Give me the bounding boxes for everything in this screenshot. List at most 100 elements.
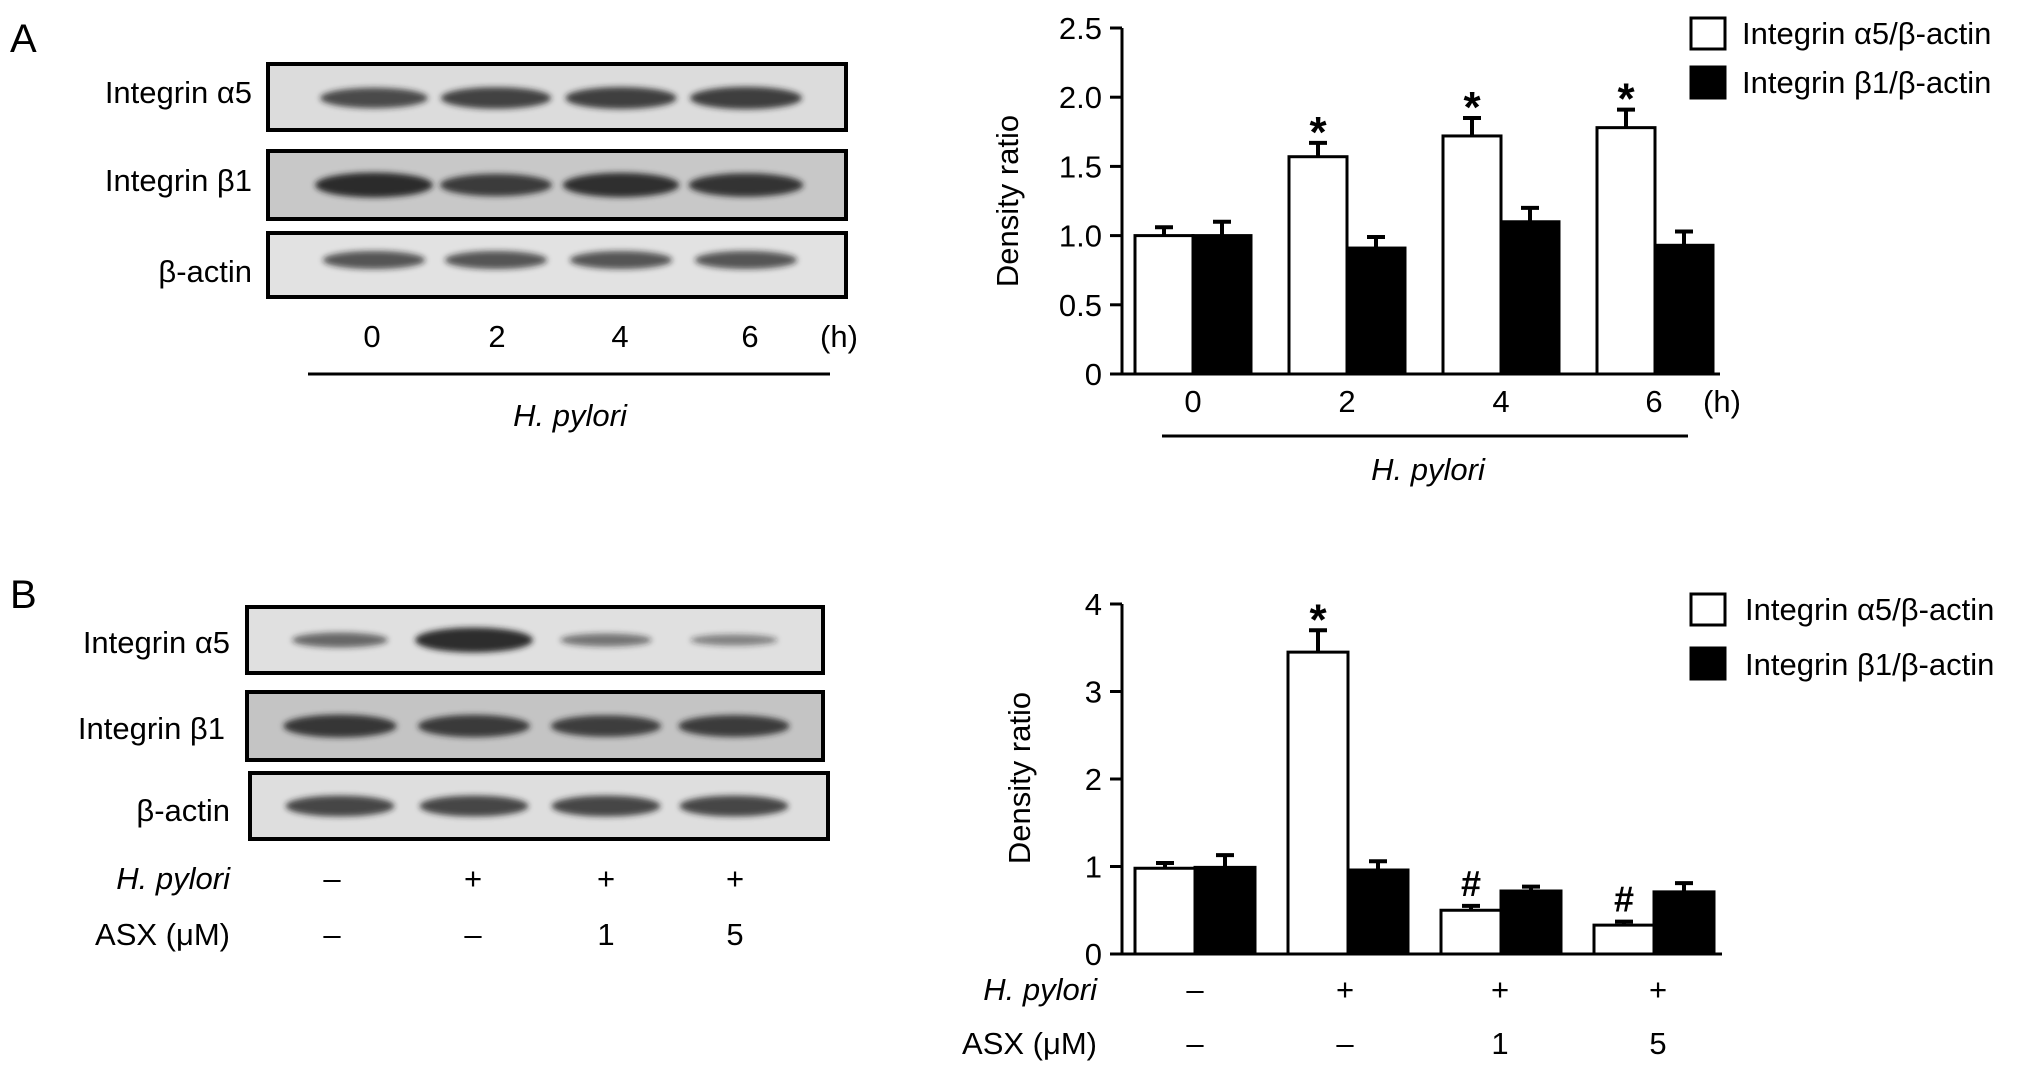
chart-a-unit-label: (h) — [1703, 384, 1741, 419]
blot-a-lane-label: 4 — [611, 319, 628, 354]
panel-a-western-blot: Integrin α5 Integrin β1 β-actin 0 2 4 6 … — [105, 62, 858, 433]
bar — [1345, 246, 1407, 376]
bar — [1652, 890, 1716, 956]
blot-band — [565, 87, 677, 109]
chart-a-category-label: 4 — [1492, 384, 1509, 419]
blot-a-lane-label: 0 — [363, 319, 380, 354]
blot-b-condition-value: 1 — [597, 917, 614, 952]
blot-band — [417, 714, 531, 738]
chart-b-ticks: 0 1 2 3 4 — [1085, 587, 1122, 972]
chart-a-y-axis-title: Density ratio — [990, 115, 1025, 287]
blot-band — [560, 633, 652, 647]
chart-a-ticks: 0 0.5 1.0 1.5 2.0 2.5 — [1059, 11, 1122, 392]
blot-band — [678, 715, 790, 737]
y-tick-label: 2.5 — [1059, 11, 1102, 46]
blot-band — [320, 87, 428, 109]
blot-b-condition-value: + — [726, 861, 744, 896]
chart-a-category-label: 0 — [1184, 384, 1201, 419]
blot-a-group-label: H. pylori — [513, 398, 628, 433]
blot-band — [689, 86, 803, 110]
blot-b-condition-value: + — [464, 861, 482, 896]
blot-band — [679, 795, 789, 817]
bar — [1499, 889, 1563, 956]
panel-b-western-blot: Integrin α5 Integrin β1 β-actin H. pylor… — [78, 605, 830, 952]
blot-b-condition-value: – — [323, 917, 341, 952]
legend-label-alpha5: Integrin α5/β-actin — [1745, 592, 1994, 627]
panel-b-letter: B — [10, 573, 37, 617]
blot-a-lane-label: 6 — [741, 319, 758, 354]
y-tick-label: 1.5 — [1059, 149, 1102, 184]
blot-band — [550, 715, 662, 737]
bar — [1595, 126, 1657, 376]
chart-b-condition-value: – — [1186, 1026, 1204, 1061]
chart-b-condition-label: ASX (μM) — [962, 1026, 1097, 1061]
blot-a-row-label: Integrin β1 — [105, 163, 252, 198]
chart-a-category-label: 6 — [1645, 384, 1662, 419]
legend-swatch-alpha5 — [1689, 16, 1727, 51]
bar — [1653, 243, 1715, 376]
blot-band — [439, 173, 553, 197]
chart-a-category-label: 2 — [1338, 384, 1355, 419]
blot-band — [322, 251, 426, 269]
blot-b-condition-values: – + + + – – 1 5 — [323, 861, 744, 952]
y-tick-label: 0 — [1085, 357, 1102, 392]
blot-band — [569, 251, 673, 269]
legend-swatch-alpha5 — [1689, 592, 1727, 627]
bar — [1191, 234, 1253, 376]
chart-b-condition-label: H. pylori — [983, 972, 1098, 1007]
blot-b-condition-label: H. pylori — [116, 861, 231, 896]
y-tick-label: 2 — [1085, 762, 1102, 797]
blot-b-row-label: Integrin β1 — [78, 711, 225, 746]
chart-a-group-label: H. pylori — [1371, 452, 1486, 487]
blot-band — [285, 795, 395, 817]
significance-marker: * — [1617, 75, 1635, 124]
bar — [1441, 134, 1503, 376]
blot-b-condition-label: ASX (μM) — [95, 917, 230, 952]
bar — [1287, 155, 1349, 376]
blot-band — [292, 632, 388, 648]
blot-band — [444, 251, 548, 269]
bar — [1286, 650, 1350, 956]
bar — [1592, 923, 1656, 956]
y-tick-label: 2.0 — [1059, 80, 1102, 115]
legend-swatch-beta1 — [1689, 65, 1727, 100]
chart-b-condition-value: – — [1186, 972, 1204, 1007]
blot-a-unit-label: (h) — [820, 319, 858, 354]
chart-b-condition-value: 5 — [1649, 1026, 1666, 1061]
y-tick-label: 1.0 — [1059, 219, 1102, 254]
y-tick-label: 3 — [1085, 675, 1102, 710]
significance-marker: * — [1309, 108, 1327, 157]
legend-label-beta1: Integrin β1/β-actin — [1745, 647, 1994, 682]
panel-a-bar-chart: 0 0.5 1.0 1.5 2.0 2.5 Density ratio * * * 0 2 4… — [990, 11, 1991, 487]
blot-band — [415, 627, 533, 653]
blot-b-condition-value: – — [323, 861, 341, 896]
blot-band — [688, 173, 804, 197]
blot-b-condition-value: – — [464, 917, 482, 952]
chart-a-bars: * * * — [1133, 75, 1715, 376]
blot-band — [562, 172, 680, 198]
blot-a-bands — [315, 86, 804, 269]
y-tick-label: 0 — [1085, 937, 1102, 972]
panel-b-bar-chart: 0 1 2 3 4 Density ratio * # # H. pylori ASX (μ… — [962, 587, 1994, 1061]
blot-band — [440, 87, 552, 109]
chart-b-condition-values: – + + + – – 1 5 — [1186, 972, 1667, 1061]
chart-b-condition-value: – — [1336, 1026, 1354, 1061]
significance-marker: # — [1461, 863, 1481, 904]
blot-b-row-label: β-actin — [136, 793, 230, 828]
blot-band — [690, 634, 778, 646]
bar — [1346, 868, 1410, 956]
legend-label-beta1: Integrin β1/β-actin — [1742, 65, 1991, 100]
blot-b-bands — [283, 627, 790, 817]
y-tick-label: 4 — [1085, 587, 1102, 622]
chart-b-condition-value: + — [1491, 972, 1509, 1007]
bar — [1499, 220, 1561, 376]
blot-a-row-label: β-actin — [158, 254, 252, 289]
chart-b-bars: * # # — [1133, 595, 1716, 956]
legend-swatch-beta1 — [1689, 646, 1727, 681]
blot-a-row-label: Integrin α5 — [105, 75, 252, 110]
blot-b-condition-value: + — [597, 861, 615, 896]
blot-a-lane-label: 2 — [488, 319, 505, 354]
blot-band — [551, 795, 661, 817]
bar — [1133, 234, 1195, 376]
